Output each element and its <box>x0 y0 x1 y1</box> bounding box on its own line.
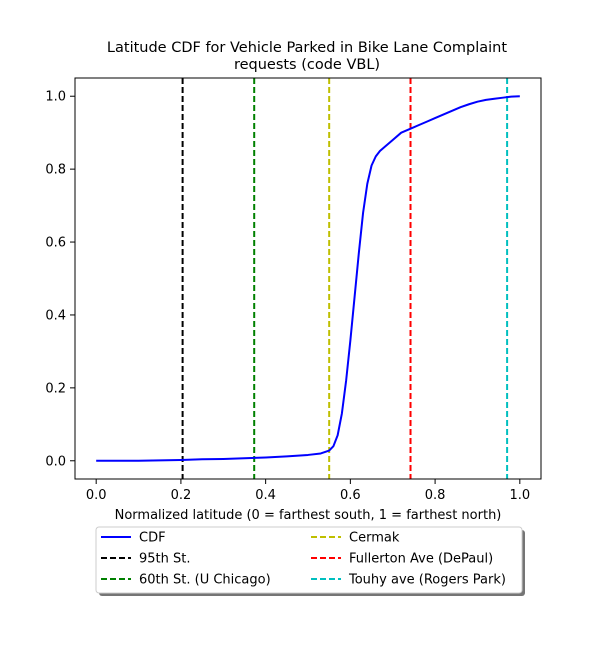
plot-frame <box>74 77 542 480</box>
legend-label: CDF <box>139 531 166 546</box>
y-tick-label: 1.0 <box>45 90 66 105</box>
cdf-line <box>96 95 520 462</box>
x-tick-label: 0.4 <box>255 488 276 503</box>
chart-title: Latitude CDF for Vehicle Parked in Bike … <box>107 40 507 73</box>
legend-label: Cermak <box>349 531 400 546</box>
legend-label: Fullerton Ave (DePaul) <box>349 552 493 567</box>
y-tick-label: 0.4 <box>45 308 66 323</box>
x-tick-label: 1.0 <box>509 488 530 503</box>
series-lines <box>96 95 520 462</box>
x-tick-label: 0.0 <box>86 488 107 503</box>
reference-lines <box>181 78 509 479</box>
legend-label: Touhy ave (Rogers Park) <box>348 573 506 588</box>
y-axis: 0.0 0.2 0.4 0.6 0.8 1.0 <box>45 90 75 469</box>
x-tick-label: 0.8 <box>425 488 446 503</box>
x-tick-label: 0.6 <box>340 488 361 503</box>
x-axis: 0.0 0.2 0.4 0.6 0.8 1.0 <box>86 479 530 503</box>
chart-title-line: requests (code VBL) <box>234 57 380 73</box>
y-tick-label: 0.8 <box>45 163 66 178</box>
y-tick-label: 0.2 <box>45 381 66 396</box>
y-tick-label: 0.0 <box>45 454 66 469</box>
legend-entries: CDF 95th St. 60th St. (U Chicago) Cermak Ful… <box>101 531 506 588</box>
legend-label: 95th St. <box>139 552 191 567</box>
x-tick-label: 0.2 <box>171 488 192 503</box>
legend-label: 60th St. (U Chicago) <box>139 573 271 588</box>
x-axis-label: Normalized latitude (0 = farthest south,… <box>115 508 502 523</box>
plot-area <box>75 78 541 479</box>
legend-box <box>95 526 523 594</box>
legend: CDF 95th St. 60th St. (U Chicago) Cermak Ful… <box>95 526 525 596</box>
chart-title-line: Latitude CDF for Vehicle Parked in Bike … <box>107 40 507 56</box>
y-tick-label: 0.6 <box>45 236 66 251</box>
